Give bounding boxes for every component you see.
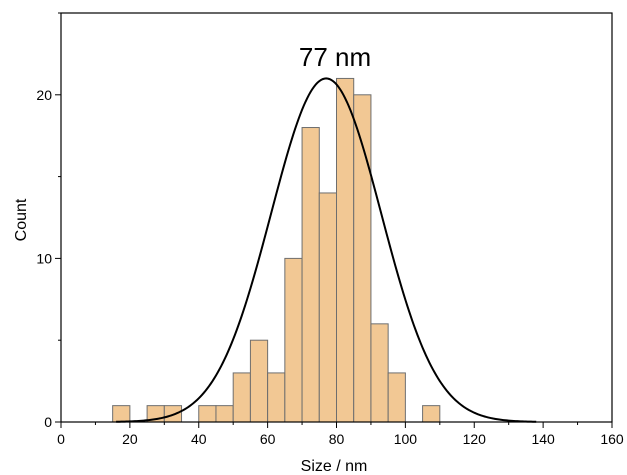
x-axis-ticks: 0 20 40 60 80 100 120 140 160 [57, 422, 624, 447]
y-tick-label: 0 [44, 414, 52, 430]
histogram-bar [112, 405, 131, 423]
x-tick-label: 120 [463, 431, 487, 447]
x-tick-label: 60 [260, 431, 276, 447]
y-tick-label: 20 [36, 87, 52, 103]
histogram-bar [336, 77, 355, 423]
x-tick-label: 80 [329, 431, 345, 447]
histogram-bar [422, 405, 441, 423]
y-axis-ticks: 0 10 20 [36, 12, 61, 430]
x-tick-label: 160 [600, 431, 624, 447]
x-axis-label: Size / nm [301, 458, 368, 475]
histogram-bar [284, 257, 303, 423]
histogram-bar [249, 339, 269, 423]
x-tick-label: 40 [191, 431, 207, 447]
x-tick-label: 100 [394, 431, 418, 447]
histogram-bar [370, 323, 389, 423]
gaussian-fit-curve [116, 77, 537, 423]
histogram-bar [301, 127, 320, 423]
x-tick-label: 20 [122, 431, 138, 447]
x-tick-label: 140 [531, 431, 555, 447]
x-tick-label: 0 [57, 431, 65, 447]
mean-size-annotation: 77 nm [299, 42, 371, 72]
histogram-bar [215, 405, 234, 423]
histogram-bar [232, 372, 251, 423]
histogram-bar [198, 405, 217, 423]
y-tick-label: 10 [36, 250, 52, 266]
y-axis-label: Count [13, 198, 30, 241]
histogram-bar [318, 192, 337, 423]
histogram-bar [387, 372, 406, 423]
histogram-bar [267, 372, 286, 423]
